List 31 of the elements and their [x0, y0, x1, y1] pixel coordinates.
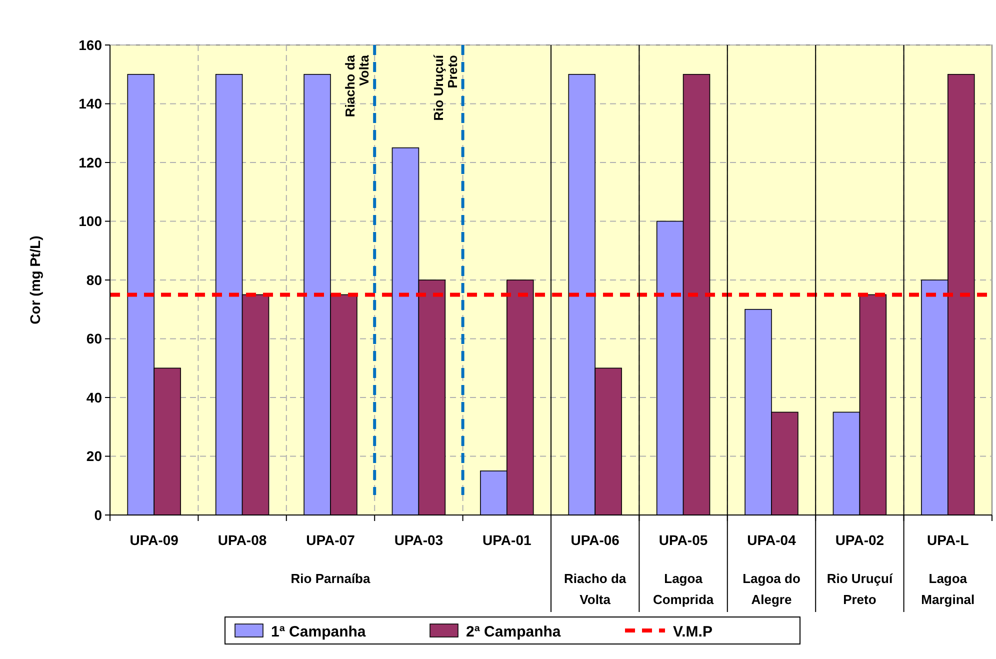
- y-axis-title: Cor (mg Pt/L): [27, 236, 43, 324]
- annotation: Rio Uruçuí Preto: [430, 54, 460, 121]
- x-tick-label: UPA-08: [218, 532, 267, 548]
- x-tick-label: UPA-03: [394, 532, 444, 548]
- text: Riacho da Volta: [564, 571, 627, 607]
- y-tick-label: 160: [78, 36, 102, 53]
- y-tick-label: 140: [78, 96, 102, 112]
- y-tick-label: 40: [86, 389, 102, 406]
- text: Lagoa Marginal: [921, 571, 975, 607]
- x-tick-label: UPA-07: [306, 532, 356, 548]
- text: Rio Uruçuí Preto: [826, 571, 893, 607]
- y-tick-label: 100: [78, 213, 102, 230]
- text: Lagoa Comprida: [652, 571, 714, 607]
- text: Lagoa do Alegre: [742, 571, 800, 607]
- text: Rio Parnaíba: [290, 571, 371, 586]
- x-tick-label: UPA-06: [570, 532, 620, 548]
- x-tick-label: UPA-L: [927, 532, 970, 548]
- y-tick-label: 20: [86, 448, 102, 464]
- x-tick-label: UPA-01: [482, 532, 532, 548]
- legend-label: 2ª Campanha: [466, 623, 562, 640]
- x-tick-label: UPA-02: [835, 532, 884, 548]
- x-tick-label: UPA-09: [130, 532, 179, 548]
- x-tick-label: UPA-05: [658, 532, 708, 548]
- annotation: Riacho da Volta: [342, 54, 372, 118]
- legend-label: V.M.P: [673, 623, 712, 640]
- y-tick-label: 120: [78, 154, 102, 170]
- legend-label: 1ª Campanha: [271, 623, 366, 640]
- x-tick-label: UPA-04: [747, 532, 796, 548]
- y-tick-label: 0: [94, 506, 102, 523]
- y-tick-label: 60: [86, 330, 102, 347]
- y-tick-label: 80: [86, 272, 102, 288]
